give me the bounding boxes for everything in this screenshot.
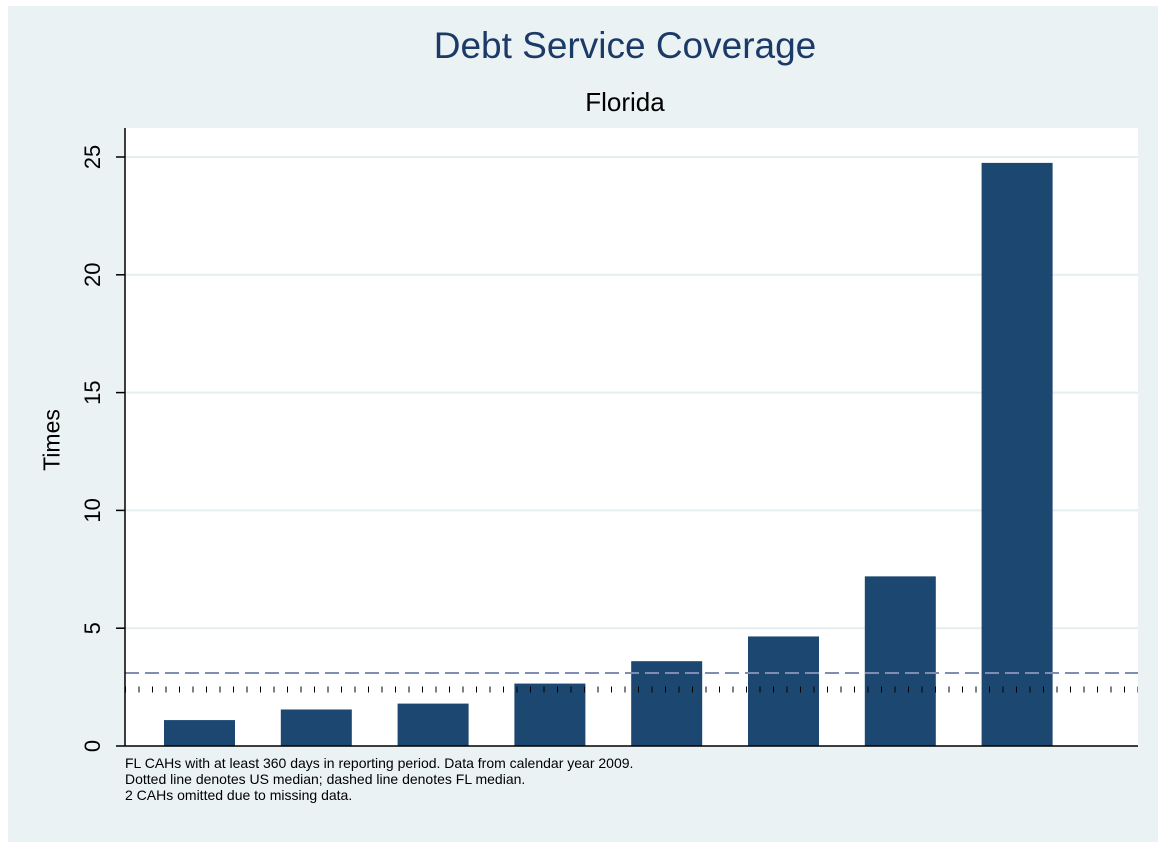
y-tick-label: 15: [80, 380, 105, 404]
note-line-1: FL CAHs with at least 360 days in report…: [125, 755, 634, 771]
bar: [748, 636, 819, 746]
plot-area: [125, 128, 1138, 746]
bar: [280, 709, 352, 746]
y-tick-label: 10: [80, 498, 105, 522]
bar: [631, 661, 703, 746]
bar: [164, 720, 235, 746]
y-tick-label: 0: [80, 740, 105, 752]
note-line-2: Dotted line denotes US median; dashed li…: [125, 771, 526, 787]
bar: [864, 576, 936, 746]
chart-subtitle: Florida: [585, 87, 665, 117]
y-tick-label: 5: [80, 622, 105, 634]
y-tick-label: 25: [80, 145, 105, 169]
bar: [514, 683, 586, 746]
note-line-3: 2 CAHs omitted due to missing data.: [125, 787, 353, 803]
bar: [981, 162, 1053, 746]
bar: [397, 703, 469, 746]
y-tick-label: 20: [80, 263, 105, 287]
chart-title: Debt Service Coverage: [433, 25, 817, 66]
